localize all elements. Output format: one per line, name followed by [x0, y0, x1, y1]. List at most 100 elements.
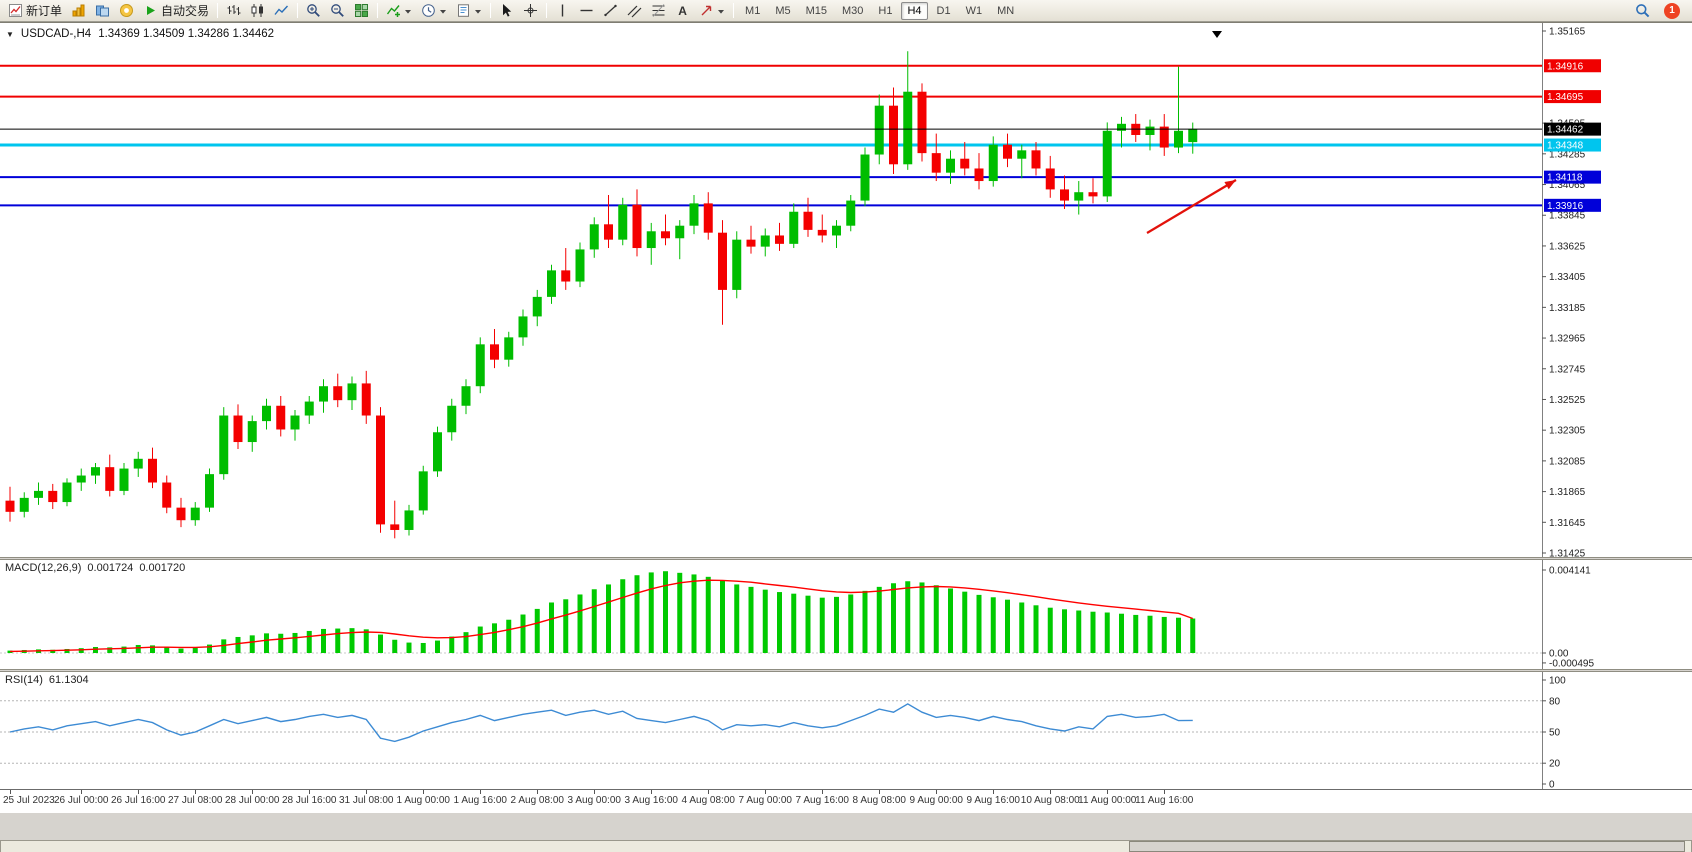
panel-splitter[interactable] [0, 669, 1692, 672]
macd-value-signal: 0.001720 [139, 562, 186, 574]
time-axis-tick [423, 790, 425, 794]
time-axis-label: 2 Aug 08:00 [510, 795, 564, 806]
timeframe-m5[interactable]: M5 [775, 4, 791, 17]
svg-text:1.33185: 1.33185 [1549, 303, 1586, 314]
tile-icon [354, 3, 369, 18]
equidistant-channel-button[interactable] [623, 1, 646, 20]
rsi-panel[interactable]: 100 80 50 20 0 RSI(14) 61.1304 [0, 672, 1692, 789]
svg-text:1.31425: 1.31425 [1549, 549, 1586, 558]
notifications-badge[interactable]: 1 [1664, 2, 1680, 19]
rsi-line [9, 703, 1193, 743]
vertical-line-button[interactable] [551, 1, 574, 20]
zoom-out-icon [330, 3, 345, 18]
timeframe-d1[interactable]: D1 [936, 4, 951, 17]
svg-text:1.33916: 1.33916 [1547, 201, 1584, 212]
time-axis-label: 26 Jul 16:00 [111, 795, 166, 806]
templates-icon [456, 3, 471, 18]
price-badge-level [1544, 59, 1601, 73]
timeframe-h1[interactable]: H1 [878, 4, 893, 17]
chart-shift-marker[interactable] [1212, 31, 1222, 38]
svg-text:20: 20 [1549, 759, 1561, 770]
panel-splitter[interactable] [0, 557, 1692, 560]
price-axis: 1.351651.345051.342851.340651.338451.336… [1542, 27, 1586, 558]
time-axis-label: 11 Aug 16:00 [1135, 795, 1194, 806]
toolbar-separator [490, 3, 492, 18]
candlestick-chart-button[interactable] [246, 1, 269, 20]
price-badge-level [1544, 138, 1601, 152]
bar-chart-button[interactable] [222, 1, 245, 20]
time-axis-tick [138, 790, 140, 794]
svg-text:1.31645: 1.31645 [1549, 518, 1586, 529]
price-chart-panel[interactable]: 1.351651.345051.342851.340651.338451.336… [0, 23, 1692, 557]
zoom-in-button[interactable] [302, 1, 325, 20]
zoom-out-button[interactable] [326, 1, 349, 20]
bottom-bar [0, 813, 1692, 852]
arrow-object[interactable] [1146, 179, 1237, 234]
timeframe-m1[interactable]: M1 [745, 4, 761, 17]
svg-text:1.34118: 1.34118 [1547, 173, 1583, 184]
macd-chart[interactable]: 0.004141 0.00-0.000495 [0, 560, 1692, 669]
cursor-icon [499, 3, 514, 18]
play-icon [143, 3, 158, 18]
horizontal-scrollbar[interactable] [0, 840, 1692, 852]
macd-panel[interactable]: 0.004141 0.00 -0.000495 MACD(12,26,9) 0.00… [0, 560, 1692, 669]
crosshair-button[interactable] [519, 1, 542, 20]
time-axis-tick [936, 790, 938, 794]
svg-text:1.33405: 1.33405 [1549, 272, 1586, 283]
symbol-period: USDCAD-,H4 [20, 28, 92, 40]
hline-icon [579, 3, 594, 18]
time-axis-tick [594, 790, 596, 794]
timeframe-m15[interactable]: M15 [805, 4, 827, 17]
new-order-icon [8, 3, 23, 18]
timeframe-mn[interactable]: MN [997, 4, 1015, 17]
price-chart[interactable]: 1.351651.345051.342851.340651.338451.336… [0, 23, 1692, 557]
time-axis-label: 7 Aug 16:00 [795, 795, 849, 806]
zoom-in-icon [306, 3, 321, 18]
horizontal-line-button[interactable] [575, 1, 598, 20]
rsi-chart[interactable]: 100 80 50 20 0 [0, 672, 1692, 789]
templates-button[interactable] [452, 1, 486, 20]
time-axis-label: 7 Aug 00:00 [738, 795, 792, 806]
search-button[interactable] [1631, 1, 1654, 20]
time-axis-label: 31 Jul 08:00 [339, 795, 394, 806]
timeframe-h4[interactable]: H4 [901, 1, 928, 20]
periods-button[interactable] [417, 1, 451, 20]
community-button[interactable] [115, 1, 138, 20]
fibonacci-button[interactable] [647, 1, 670, 20]
svg-text:1.34285: 1.34285 [1549, 149, 1586, 160]
timeframe-m30[interactable]: M30 [842, 4, 864, 17]
svg-text:0.00: 0.00 [1549, 649, 1569, 660]
text-button[interactable]: A [671, 1, 694, 20]
profiles-button[interactable] [91, 1, 114, 20]
indicators-button[interactable] [382, 1, 416, 20]
chevron-down-icon[interactable]: ▼ [6, 29, 14, 39]
svg-text:1.35165: 1.35165 [1549, 27, 1586, 38]
trendline-button[interactable] [599, 1, 622, 20]
time-axis-tick [1107, 790, 1109, 794]
svg-text:1.34348: 1.34348 [1547, 141, 1584, 152]
time-axis-tick [879, 790, 881, 794]
autotrading-button[interactable]: 自动交易 [139, 1, 213, 20]
time-axis-tick [81, 790, 83, 794]
new-chart-button[interactable] [67, 1, 90, 20]
new-order-button[interactable]: 新订单 [4, 1, 66, 20]
tile-windows-button[interactable] [350, 1, 373, 20]
chart-window: 1.351651.345051.342851.340651.338451.336… [0, 22, 1692, 852]
svg-text:0: 0 [1549, 780, 1555, 790]
time-axis-label: 3 Aug 16:00 [624, 795, 678, 806]
svg-text:A: A [678, 4, 687, 18]
scrollbar-thumb[interactable] [1129, 841, 1685, 852]
candles-icon [250, 3, 265, 18]
timeframe-w1[interactable]: W1 [965, 4, 983, 17]
line-chart-button[interactable] [270, 1, 293, 20]
candles-layer [5, 51, 1198, 539]
periods-icon [421, 3, 436, 18]
cursor-button[interactable] [495, 1, 518, 20]
svg-text:1.34695: 1.34695 [1547, 92, 1584, 103]
arrows-button[interactable] [695, 1, 729, 20]
svg-text:1.32965: 1.32965 [1549, 334, 1586, 345]
arrowhead [1224, 180, 1236, 190]
text-icon: A [675, 3, 690, 18]
svg-text:-0.000495: -0.000495 [1549, 658, 1594, 669]
